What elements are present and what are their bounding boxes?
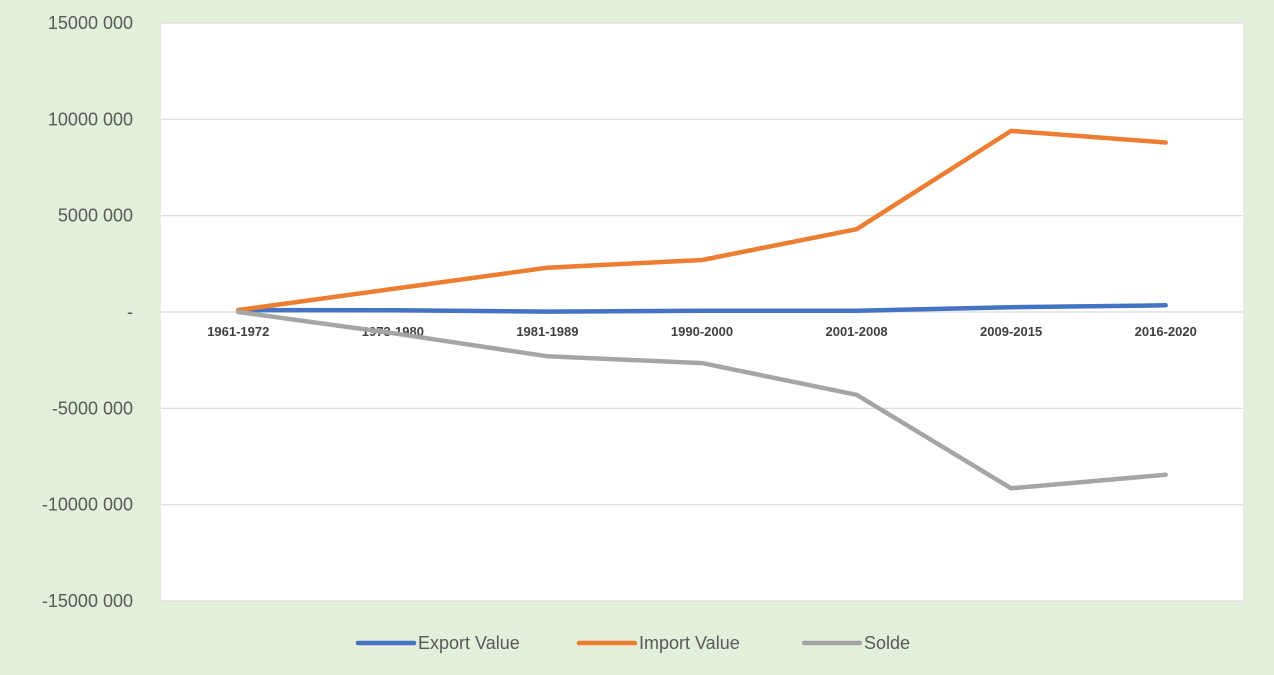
- legend-label: Import Value: [639, 633, 740, 653]
- series-line-export-value: [236, 303, 1168, 314]
- y-tick-label: -: [127, 302, 133, 322]
- y-tick-label: -10000 000: [42, 495, 133, 515]
- x-tick-label: 1981-1989: [516, 324, 578, 339]
- legend-label: Solde: [864, 633, 910, 653]
- legend-label: Export Value: [418, 633, 520, 653]
- legend: Export Value Import Value Solde: [355, 633, 910, 653]
- series-lines: [236, 128, 1168, 491]
- x-tick-label: 2016-2020: [1135, 324, 1197, 339]
- y-tick-label: -5000 000: [52, 398, 133, 418]
- x-axis-ticks: 1961-1972 1973-1980 1981-1989 1990-2000 2001…: [207, 324, 1197, 339]
- y-axis-ticks: 15000 000 10000 000 5000 000 - -5000 000 -100…: [42, 13, 133, 611]
- x-tick-label: 1961-1972: [207, 324, 269, 339]
- series-line-solde: [236, 309, 1168, 491]
- x-tick-label: 1990-2000: [671, 324, 733, 339]
- y-tick-label: 5000 000: [58, 206, 133, 226]
- x-tick-label: 2009-2015: [980, 324, 1042, 339]
- y-tick-label: -15000 000: [42, 591, 133, 611]
- series-line-import-value: [236, 128, 1168, 313]
- x-tick-label: 2001-2008: [825, 324, 887, 339]
- y-tick-label: 15000 000: [48, 13, 133, 33]
- y-tick-label: 10000 000: [48, 109, 133, 129]
